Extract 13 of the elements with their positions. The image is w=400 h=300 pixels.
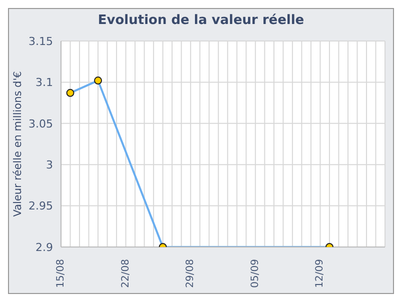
chart-title: Evolution de la valeur réelle (96, 13, 306, 28)
y-tick-label: 3.1 (36, 76, 53, 90)
y-tick-label: 3.05 (28, 117, 53, 130)
x-tick-label: 22/08 (120, 259, 132, 288)
y-tick-label: 3.15 (28, 34, 53, 48)
x-tick-label: 05/09 (250, 259, 261, 288)
y-axis-title: Valeur réelle en millions d'€ (12, 71, 24, 217)
y-tick-label: 2.95 (28, 200, 53, 213)
x-tick-label: 15/08 (56, 259, 66, 288)
x-tick-label: 12/09 (314, 259, 326, 288)
y-tick-label: 2.9 (36, 240, 53, 254)
y-tick-label: 3 (46, 158, 53, 172)
x-tick-label: 29/08 (185, 259, 196, 288)
